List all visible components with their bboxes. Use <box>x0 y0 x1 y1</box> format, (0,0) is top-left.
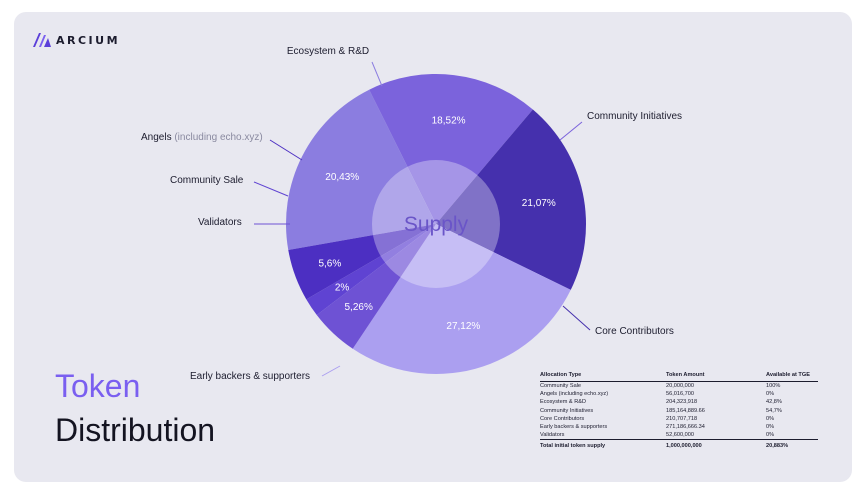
table-row: Early backers & supporters 271,186,666.34… <box>540 423 818 431</box>
slice-community-sale <box>306 224 436 316</box>
center-disk <box>372 160 500 288</box>
slice-early-backers-and-supporters <box>352 224 571 375</box>
table-cell: 185,164,889.66 <box>666 407 705 414</box>
table-row: Core Contributors 210,707,718 0% <box>540 415 818 423</box>
category-label: Ecosystem & R&D <box>287 46 369 57</box>
table-cell: 20,000,000 <box>666 383 694 390</box>
table-cell: 204,323,918 <box>666 399 698 406</box>
slice-value-label: 18,52% <box>432 115 466 126</box>
table-total-row: Total initial token supply 1,000,000,000 2… <box>540 439 818 451</box>
slice-value-label: 5,6% <box>318 258 341 269</box>
leader-line <box>562 305 591 331</box>
title-token: Token <box>55 368 141 404</box>
table-header: Allocation Type <box>540 372 666 382</box>
category-label: Early backers & supporters <box>190 371 310 382</box>
table-row: Community Sale 20,000,000 100% <box>540 382 818 391</box>
table-cell: Early backers & supporters <box>540 424 608 431</box>
slice-angels <box>288 224 436 300</box>
category-label: Angels (including echo.xyz) <box>141 132 263 143</box>
table-cell: 1,000,000,000 <box>666 439 766 451</box>
table-cell: Angels (including echo.xyz) <box>540 391 609 398</box>
table-cell: 271,186,666.34 <box>666 424 705 431</box>
slice-validators <box>316 224 436 349</box>
slice-community-initiatives <box>369 74 533 224</box>
leader-line <box>321 365 341 377</box>
table-cell: 0% <box>766 391 775 398</box>
table-cell: 56,016,700 <box>666 391 694 398</box>
slice-value-label: 27,12% <box>446 321 480 332</box>
table-header: Available at TGE <box>766 372 818 382</box>
category-label: Community Sale <box>170 175 244 186</box>
table-row: Validators 52,600,000 0% <box>540 431 818 440</box>
table-cell: Core Contributors <box>540 415 585 422</box>
center-label: Supply <box>404 213 469 236</box>
table-cell: 54,7% <box>766 407 782 414</box>
leader-line <box>269 139 303 161</box>
slice-value-label: 20,43% <box>325 172 359 183</box>
slice-ecosystem-and-randd <box>286 89 436 251</box>
table-cell: 210,707,718 <box>666 415 698 422</box>
table-cell: Community Sale <box>540 383 582 390</box>
brand-logo: ARCIUM <box>32 32 120 48</box>
table-cell: 0% <box>766 424 775 431</box>
brand-name: ARCIUM <box>56 33 121 47</box>
table-row: Ecosystem & R&D 204,323,918 42,8% <box>540 398 818 406</box>
table-cell: 0% <box>766 432 775 439</box>
table-cell: Total initial token supply <box>540 439 666 451</box>
table-header: Token Amount <box>666 372 766 382</box>
table-row: Angels (including echo.xyz) 56,016,700 0% <box>540 390 818 398</box>
table-row: Community Initiatives 185,164,889.66 54,7% <box>540 407 818 415</box>
table-cell: Community Initiatives <box>540 407 594 414</box>
slice-value-label: 5,26% <box>345 302 373 313</box>
table-cell: 52,600,000 <box>666 432 694 439</box>
slice-value-label: 21,07% <box>522 198 556 209</box>
table-header-row: Allocation Type Token Amount Available a… <box>540 372 818 382</box>
category-label: Core Contributors <box>595 326 674 337</box>
leader-line <box>371 61 383 87</box>
title-distribution: Distribution <box>55 412 216 448</box>
slice-core-contributors <box>436 109 586 290</box>
category-label: Community Initiatives <box>587 111 682 122</box>
leader-line <box>559 121 583 141</box>
table-cell: 20,883% <box>766 439 818 451</box>
category-label: Validators <box>198 217 242 228</box>
allocation-table: Allocation Type Token Amount Available a… <box>540 372 818 451</box>
table-cell: Ecosystem & R&D <box>540 399 587 406</box>
table-cell: 100% <box>766 383 781 390</box>
table-cell: 42,8% <box>766 399 782 406</box>
table-cell: Validators <box>540 432 565 439</box>
table-cell: 0% <box>766 415 775 422</box>
leader-line <box>253 181 289 197</box>
arcium-logo-icon <box>33 33 51 47</box>
slice-value-label: 2% <box>335 282 350 293</box>
